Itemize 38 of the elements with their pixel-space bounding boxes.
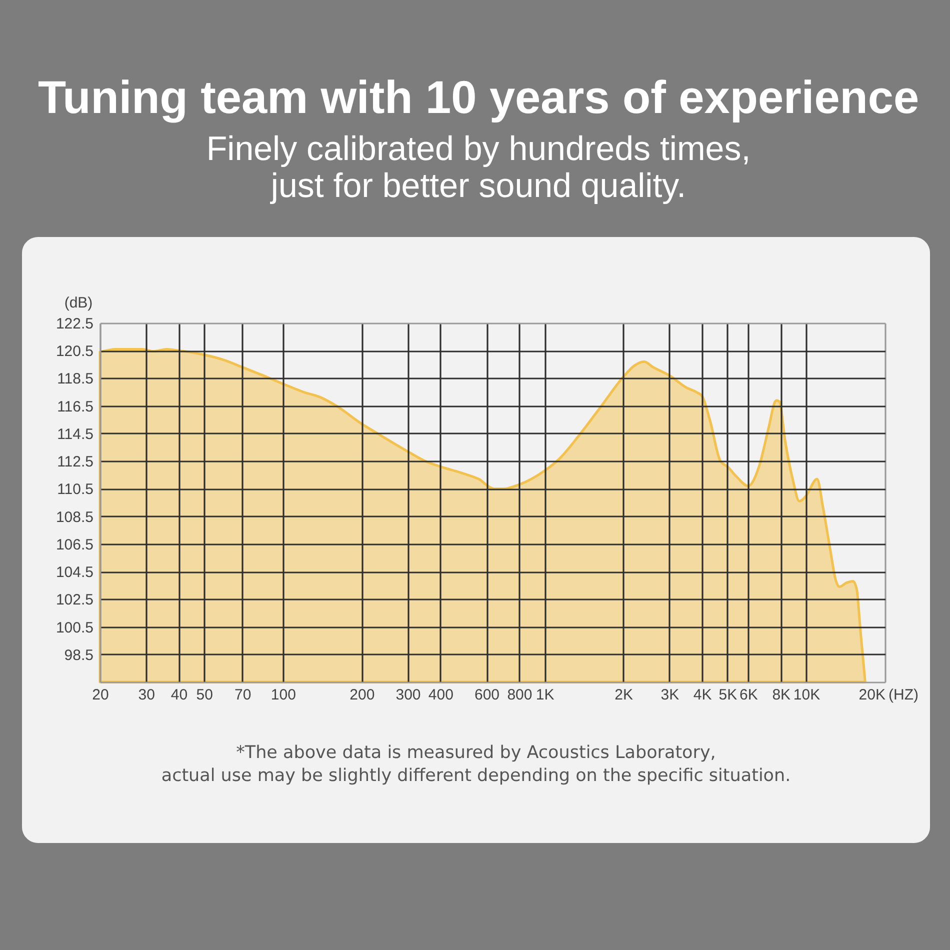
y-tick-label: 106.5 <box>56 536 94 554</box>
x-tick-label: 70 <box>234 686 252 704</box>
y-tick-label: 118.5 <box>57 370 94 388</box>
y-tick-label: 112.5 <box>57 454 94 471</box>
y-tick-label: 102.5 <box>56 592 94 609</box>
text: *The above data is measured by Acoustics Laboratory, actual use may be slightly different depending on the specific situation. <box>161 743 791 786</box>
chart-title: Tuning team with 10 years of experience <box>38 71 920 123</box>
x-tick-label: 2K <box>614 686 634 704</box>
x-tick-label: 20 <box>92 686 109 704</box>
y-tick-label: 108.5 <box>56 508 94 526</box>
x-tick-label: 8K <box>772 686 791 704</box>
x-tick-label: 30 <box>138 686 155 704</box>
y-tick-label: 116.5 <box>57 398 94 416</box>
x-tick-label: 3K <box>660 686 680 704</box>
x-tick-label: 40 <box>170 686 188 704</box>
y-tick-label: 110.5 <box>57 481 94 498</box>
y-axis-title: (dB) <box>64 294 93 312</box>
x-tick-label: 50 <box>196 686 213 704</box>
y-tick-label: 100.5 <box>56 619 94 636</box>
x-tick-label: 400 <box>428 686 454 704</box>
y-tick-label: 104.5 <box>56 564 94 582</box>
x-tick-label: 4K <box>693 686 712 704</box>
x-tick-label: 10K <box>793 686 820 704</box>
x-axis-title: (HZ) <box>888 686 918 704</box>
x-tick-label: 6K <box>740 686 758 704</box>
x-tick-label: 600 <box>474 686 500 704</box>
x-tick-label: 20K <box>858 686 886 704</box>
y-tick-label: 114.5 <box>57 426 94 443</box>
x-tick-label: 100 <box>270 686 296 704</box>
x-tick-label: 1K <box>536 686 554 704</box>
y-tick-label: 98.5 <box>64 646 94 664</box>
y-tick-label: 120.5 <box>56 343 94 360</box>
x-tick-label: 200 <box>350 686 375 704</box>
x-tick-label: 5K <box>718 686 738 704</box>
x-tick-label: 300 <box>396 686 421 704</box>
chart-subtitle: Finely calibrated by hundreds times, just for better sound quality. <box>206 130 751 205</box>
x-tick-label: 800 <box>507 686 532 704</box>
y-tick-label: 122.5 <box>56 316 94 332</box>
